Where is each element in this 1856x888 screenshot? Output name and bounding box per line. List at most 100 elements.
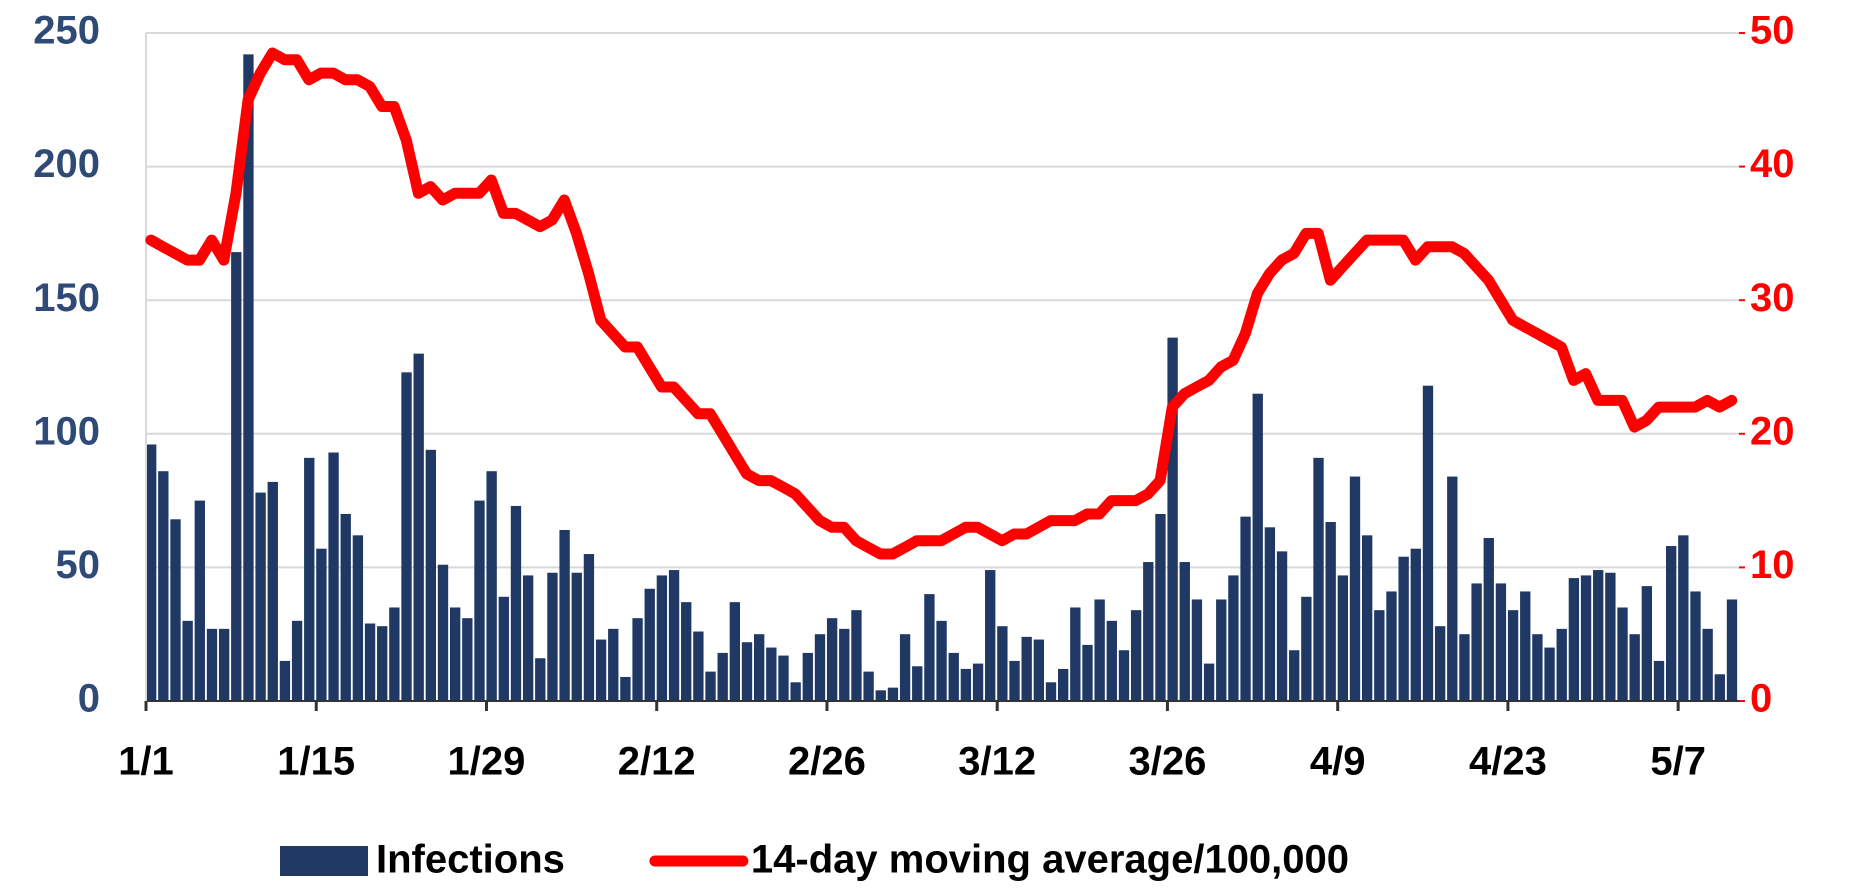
y-tick-label: 150 [33,276,100,320]
bar [1167,337,1178,701]
bar [1532,634,1543,701]
bar [1216,599,1227,701]
y2-tick-label: 10 [1750,543,1795,587]
bar [1325,521,1336,701]
bar [1203,663,1215,701]
bar [1289,650,1300,701]
legend-label: Infections [376,838,565,882]
bar [1009,660,1020,701]
bar [1228,575,1239,701]
x-tick-label: 4/23 [1469,740,1547,784]
y-tick-label: 100 [33,409,100,453]
x-tick-label: 1/29 [448,740,526,784]
bar [486,471,497,701]
bar [243,54,254,702]
bar [1179,562,1190,701]
bar [887,687,899,701]
bar [462,618,473,701]
bar [1483,538,1494,701]
bar [899,634,911,701]
bar [437,564,449,701]
bar [1568,578,1580,701]
bar [1118,650,1130,701]
bar [802,652,813,701]
bar [304,457,315,701]
y2-tick-label: 30 [1750,276,1795,320]
bar [681,602,692,701]
bar [1264,527,1276,701]
bar [547,572,558,701]
bar [863,671,874,701]
bar [1653,660,1665,701]
bar [522,575,534,701]
bar [267,481,278,701]
y2-tick-label: 0 [1750,677,1772,721]
bar [231,252,242,701]
bar [158,471,169,701]
bar [960,668,972,701]
bar [693,631,704,701]
bar [328,452,339,701]
bar [474,500,485,701]
bar [1033,639,1045,701]
bar [1702,628,1713,701]
bar [1434,626,1446,701]
x-tick-label: 1/1 [118,740,174,784]
bar [291,620,303,701]
bar [766,647,777,701]
y-tick-label: 0 [78,677,100,721]
bar [279,660,291,701]
bar [1070,607,1081,701]
bar [1349,476,1361,701]
bar [729,602,741,701]
bar [1641,586,1653,701]
bar [839,628,850,701]
bar [1495,583,1507,701]
bar [644,588,655,701]
legend-label: 14-day moving average/100,000 [751,838,1349,882]
line [145,47,1738,560]
y2-tick-label: 50 [1750,9,1795,53]
bar [1690,591,1701,701]
bar [1605,572,1616,701]
bar [1094,599,1105,701]
bar [255,492,266,701]
bar [814,634,826,701]
bar [997,626,1008,701]
x-tick-label: 5/7 [1650,740,1706,784]
bar [1580,575,1592,701]
bar [1252,393,1263,701]
bar [632,618,643,701]
bar [510,505,522,701]
bar [364,623,376,701]
bar [1106,620,1117,701]
bar [1301,596,1312,701]
bar [1556,628,1567,701]
bar [1520,591,1531,701]
bar [1422,385,1434,701]
bar [608,628,619,701]
bar [948,652,959,701]
bar [1130,610,1142,701]
bar [498,596,509,701]
bar [1471,583,1482,701]
y2-tick-label: 40 [1750,142,1795,186]
bar [1544,647,1555,701]
bar [620,676,631,701]
y-tick-label: 250 [33,9,100,53]
bar [1045,682,1057,701]
bar [1398,556,1409,701]
bar [1507,610,1519,701]
bar [146,444,157,701]
bar [1593,570,1604,701]
x-tick-label: 2/26 [788,740,866,784]
bar [1374,610,1385,701]
bar [1629,634,1640,701]
x-tick-label: 4/9 [1310,740,1366,784]
bar [1058,668,1069,701]
bar [668,570,680,701]
x-tick-label: 3/26 [1129,740,1207,784]
bar [1155,513,1166,701]
x-tick-label: 2/12 [618,740,696,784]
